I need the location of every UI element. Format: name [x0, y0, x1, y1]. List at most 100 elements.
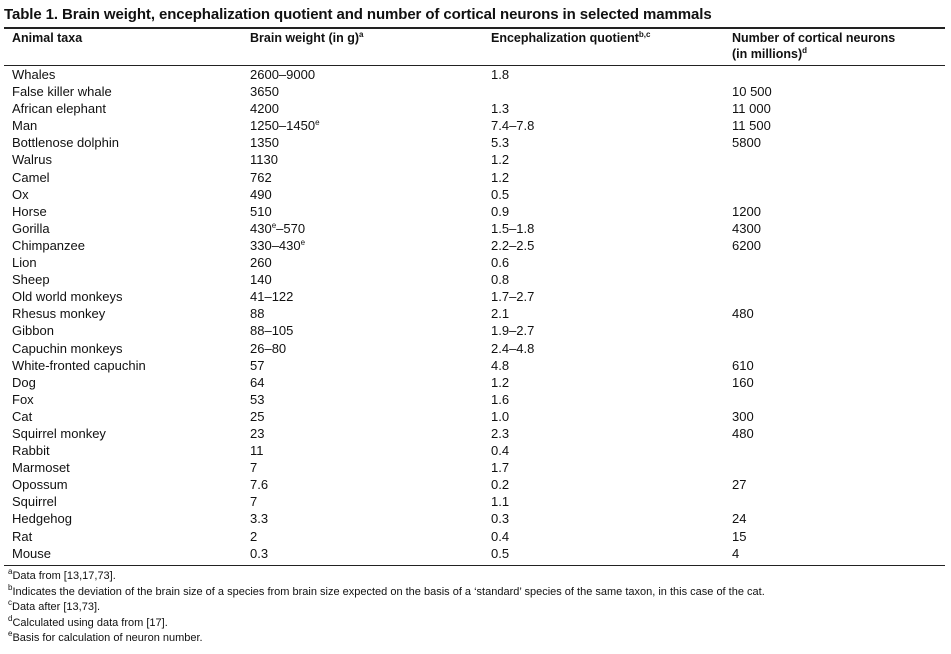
eq-cell-text: 1.9–2.7 [491, 323, 535, 339]
animal-cell-text: Rat [12, 528, 33, 544]
brain-weight-cell-text: 1250–1450 [250, 118, 316, 134]
brain-weight-cell-text: 64 [250, 374, 265, 390]
animal-cell-text: False killer whale [12, 84, 112, 100]
animal-cell-text: Man [12, 118, 38, 134]
table-row: White-fronted capuchin 57 4.8 610 [0, 357, 951, 374]
neurons-cell-text: 300 [732, 408, 754, 424]
footnote: aData from [13,17,73]. [8, 568, 765, 585]
header-eq-sup: b,c [638, 30, 651, 39]
neurons-cell-text: 11 500 [732, 118, 771, 134]
eq-cell: 1.6 [491, 391, 509, 408]
animal-cell: Cat [12, 408, 32, 425]
animal-cell-text: Capuchin monkeys [12, 340, 123, 356]
header-animal-taxa: Animal taxa [12, 30, 82, 46]
brain-weight-cell-text: 3650 [250, 84, 279, 100]
footnote-mark: e [8, 629, 13, 639]
header-encephalization-quotient: Encephalization quotientb,c [491, 30, 650, 46]
neurons-cell: 11 500 [732, 117, 771, 134]
animal-cell: Dog [12, 374, 36, 391]
eq-cell-text: 0.4 [491, 443, 510, 459]
neurons-cell: 10 500 [732, 83, 772, 100]
eq-cell: 1.3 [491, 100, 509, 117]
neurons-cell: 160 [732, 374, 754, 391]
neurons-cell-text: 480 [732, 425, 754, 441]
table-row: Gibbon 88–105 1.9–2.7 [0, 322, 951, 339]
footnotes: aData from [13,17,73]. bIndicates the dev… [8, 568, 765, 647]
neurons-cell: 5800 [732, 134, 761, 151]
brain-weight-cell-text: 7 [250, 494, 258, 510]
brain-weight-cell-text: 330–430 [250, 237, 301, 253]
neurons-cell-text: 11 000 [732, 101, 771, 117]
eq-cell: 4.8 [491, 357, 509, 374]
animal-cell: Rat [12, 528, 32, 545]
footnote-text: Data from [13,17,73]. [12, 570, 116, 582]
eq-cell-text: 7.4–7.8 [491, 118, 535, 134]
neurons-cell-text: 160 [732, 374, 754, 390]
footnote: bIndicates the deviation of the brain si… [8, 583, 765, 601]
eq-cell: 1.8 [491, 66, 509, 83]
animal-cell: False killer whale [12, 83, 112, 100]
brain-weight-cell: 57 [250, 357, 264, 374]
neurons-cell: 11 000 [732, 100, 771, 117]
eq-cell-text: 5.3 [491, 135, 510, 151]
animal-cell-text: Ox [12, 186, 29, 202]
table-row: Chimpanzee 330–430e 2.2–2.5 6200 [0, 237, 951, 254]
brain-weight-cell: 1350 [250, 134, 279, 151]
footnote-marker: e [300, 237, 306, 247]
animal-cell: Gorilla [12, 220, 50, 237]
table-row: Man 1250–1450e 7.4–7.8 11 500 [0, 117, 951, 134]
brain-weight-cell: 1250–1450e [250, 117, 320, 134]
animal-cell: Sheep [12, 271, 50, 288]
animal-cell: Man [12, 117, 37, 134]
brain-weight-cell: 2 [250, 528, 257, 545]
brain-weight-cell: 430e–570 [250, 220, 305, 237]
eq-cell: 1.9–2.7 [491, 322, 534, 339]
animal-cell: Lion [12, 254, 37, 271]
table-row: Squirrel monkey 23 2.3 480 [0, 425, 951, 442]
brain-weight-cell-text: 2600–9000 [250, 67, 316, 82]
table-row: Marmoset 7 1.7 [0, 459, 951, 476]
animal-cell: Opossum [12, 476, 68, 493]
neurons-cell-text: 24 [732, 511, 747, 527]
brain-weight-cell-text: 140 [250, 272, 272, 288]
animal-cell-text: Dog [12, 374, 36, 390]
eq-cell: 1.2 [491, 374, 509, 391]
footnote-text: Data after [13,73]. [12, 601, 101, 614]
eq-cell-text: 1.6 [491, 391, 510, 407]
eq-cell-text: 2.1 [491, 306, 510, 322]
eq-cell: 1.7–2.7 [491, 288, 534, 305]
neurons-cell: 1200 [732, 203, 761, 220]
animal-cell: Walrus [12, 151, 52, 168]
footnote-marker: e [271, 220, 277, 230]
table-row: Lion 260 0.6 [0, 254, 951, 271]
bottom-rule [4, 565, 945, 566]
animal-cell: Gibbon [12, 322, 54, 339]
eq-cell: 0.4 [491, 528, 509, 545]
brain-weight-cell-text: 762 [250, 169, 272, 185]
table-row: Bottlenose dolphin 1350 5.3 5800 [0, 134, 951, 151]
header-eq-label: Encephalization quotient [491, 31, 639, 45]
brain-weight-cell-text: 0.3 [250, 545, 269, 561]
footnote-text: Basis for calculation of neuron number. [12, 632, 203, 645]
eq-cell-text: 0.5 [491, 545, 510, 561]
eq-cell-text: 1.5–1.8 [491, 220, 535, 236]
eq-cell-text: 1.1 [491, 494, 510, 510]
table-row: Hedgehog 3.3 0.3 24 [0, 510, 951, 527]
animal-cell-text: Horse [12, 203, 47, 219]
brain-weight-cell: 88 [250, 305, 264, 322]
eq-cell: 7.4–7.8 [491, 117, 534, 134]
table-row: Opossum 7.6 0.2 27 [0, 476, 951, 493]
eq-cell-text: 2.4–4.8 [491, 340, 535, 356]
brain-weight-cell-text: 7.6 [250, 477, 269, 493]
eq-cell-text: 1.2 [491, 169, 510, 185]
eq-cell-text: 0.8 [491, 272, 510, 288]
animal-cell-text: Squirrel monkey [12, 425, 106, 441]
eq-cell: 0.9 [491, 203, 509, 220]
table-row: Rhesus monkey 88 2.1 480 [0, 305, 951, 322]
table-row: Rat 2 0.4 15 [0, 528, 951, 545]
brain-weight-cell-text: 2 [250, 528, 258, 544]
animal-cell-text: Camel [12, 169, 50, 185]
eq-cell-text: 2.2–2.5 [491, 237, 535, 253]
header-neurons-line2: (in millions) [732, 47, 803, 61]
